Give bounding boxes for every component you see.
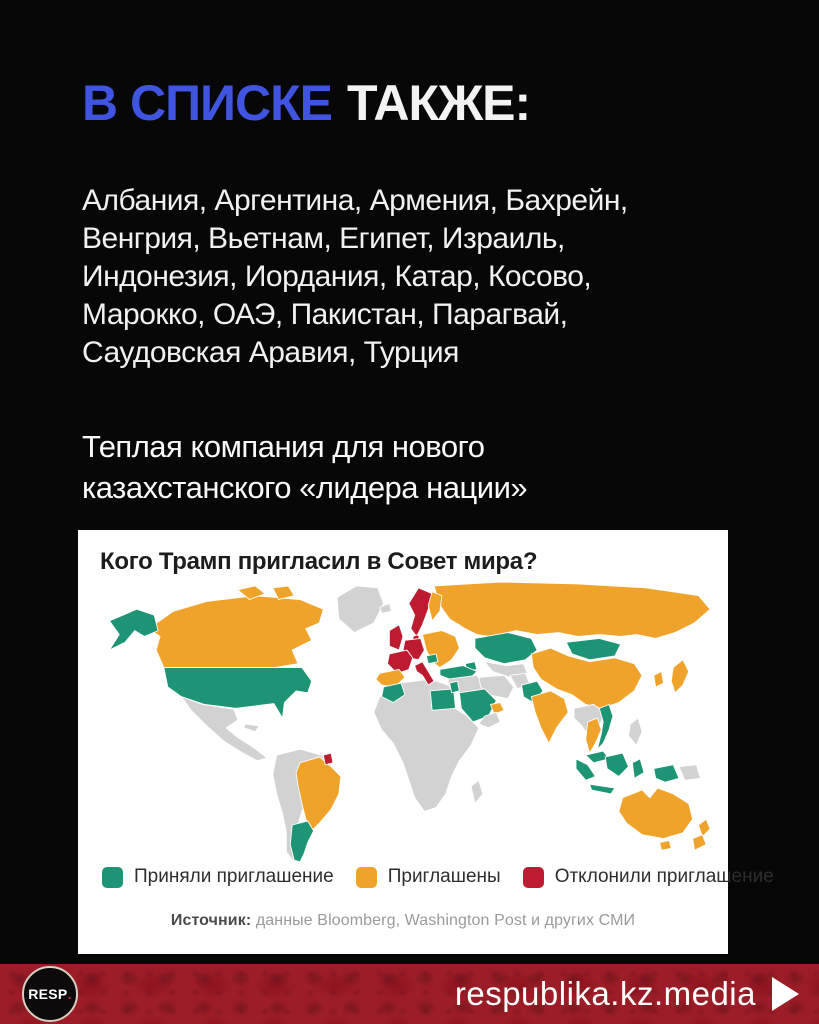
region-canada: [147, 595, 324, 668]
region-indonesia-borneo: [604, 752, 629, 777]
region-french-guiana: [322, 752, 334, 766]
play-icon: [772, 977, 799, 1011]
page-title-rest: ТАКЖЕ:: [346, 75, 531, 131]
legend-swatch-invited: [355, 866, 377, 888]
legend-label-invited: Приглашены: [387, 866, 501, 887]
region-italy: [414, 661, 435, 686]
region-tasmania: [659, 840, 672, 851]
region-finland: [427, 591, 443, 622]
region-australia: [618, 787, 694, 840]
region-canada-islands: [272, 585, 295, 600]
region-mexico: [180, 696, 268, 762]
region-france: [387, 649, 414, 674]
region-central-asia: [484, 661, 528, 678]
footer-bar: RESP. respublika.kz.media: [0, 964, 819, 1024]
region-thailand: [585, 717, 602, 754]
region-hungary: [425, 653, 439, 665]
region-usa: [163, 667, 313, 719]
subtitle-text: Теплая компания для нового казахстанског…: [82, 429, 528, 505]
region-oman-yemen: [478, 711, 501, 729]
legend-swatch-accepted: [102, 866, 123, 888]
region-iceland: [379, 602, 392, 614]
map-legend: Приняли приглашение Приглашены Отклонили…: [102, 866, 774, 888]
region-norway-sweden: [408, 587, 433, 637]
legend-label-accepted: Приняли приглашение: [134, 866, 334, 887]
region-indonesia-sulawesi: [631, 758, 645, 779]
map-source-label: Источник:: [170, 912, 252, 929]
region-papua-new-guinea: [678, 764, 701, 781]
region-indonesia-papua: [653, 764, 680, 783]
legend-label-declined: Отклонили приглашение: [554, 866, 774, 887]
region-japan: [670, 659, 690, 694]
map-source-text: данные Bloomberg, Washington Post и друг…: [255, 912, 636, 929]
resp-logo-text: RESP: [28, 986, 68, 1002]
region-egypt: [429, 688, 456, 711]
region-madagascar: [470, 779, 484, 805]
region-israel-jordan: [449, 680, 460, 694]
page-title-highlight: В СПИСКЕ: [82, 75, 333, 131]
world-map: [109, 581, 711, 862]
region-russia: [433, 581, 711, 639]
legend-item-declined: Отклонили приглашение: [522, 866, 774, 888]
resp-logo: RESP.: [22, 966, 78, 1022]
region-brazil: [295, 756, 342, 832]
region-india: [530, 690, 569, 744]
page-title: В СПИСКЕ ТАКЖЕ:: [82, 74, 531, 132]
region-canada-islands: [237, 585, 266, 600]
country-list: Албания, Аргентина, Армения, Бахрейн, Ве…: [82, 184, 628, 369]
region-africa: [373, 678, 480, 812]
map-source: Источник: данные Bloomberg, Washington P…: [92, 912, 714, 930]
map-title: Кого Трамп пригласил в Совет мира?: [100, 548, 538, 575]
legend-item-accepted: Приняли приглашение: [102, 866, 334, 888]
region-alaska: [109, 608, 159, 651]
region-mongolia: [565, 637, 622, 661]
region-new-zealand: [698, 818, 711, 838]
region-new-zealand: [692, 834, 707, 851]
region-indonesia-sumatra: [575, 758, 596, 781]
legend-item-invited: Приглашены: [355, 866, 501, 888]
region-kazakhstan: [474, 632, 538, 665]
region-uk: [388, 624, 404, 651]
region-uae-qatar: [490, 702, 505, 715]
region-greenland: [336, 585, 384, 633]
site-url: respublika.kz.media: [454, 975, 756, 1012]
region-argentina-paraguay: [289, 820, 315, 862]
map-card: Кого Трамп пригласил в Совет мира?: [78, 530, 774, 954]
resp-logo-dot: .: [67, 986, 72, 1002]
region-vietnam: [596, 704, 614, 750]
region-china: [530, 647, 643, 709]
region-philippines: [628, 717, 643, 746]
region-morocco: [381, 682, 406, 703]
region-cuba: [243, 723, 260, 733]
region-indonesia-java: [589, 783, 616, 795]
legend-swatch-declined: [522, 866, 544, 888]
region-south-korea: [653, 670, 664, 688]
